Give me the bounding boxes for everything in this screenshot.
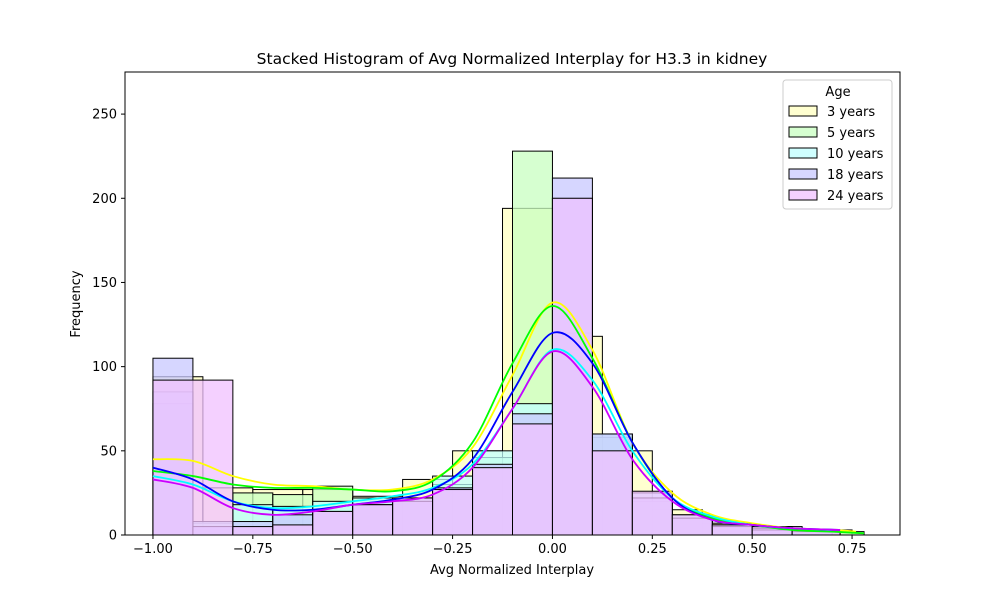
bar-24-years-10 — [591, 450, 633, 536]
x-tick-label: 0.00 — [538, 542, 567, 557]
bar-24-years-11 — [631, 490, 673, 536]
legend-label: 10 years — [827, 147, 884, 162]
bar-24-years-9 — [551, 197, 593, 536]
legend: Age 3 years 5 years 10 years 18 years 24 yea… — [782, 79, 893, 210]
kde-line-24-years — [152, 350, 841, 531]
y-tick-label: 50 — [100, 444, 117, 459]
kde-line-3-years — [152, 301, 857, 533]
y-tick-label: 100 — [92, 360, 117, 375]
x-tick-label: 0.25 — [638, 542, 667, 557]
legend-swatch — [788, 147, 818, 159]
plot-area — [152, 150, 865, 536]
x-tick-label: −0.50 — [333, 542, 373, 557]
legend-swatch — [788, 105, 818, 117]
x-tick-label: −1.00 — [133, 542, 173, 557]
legend-title: Age — [825, 85, 850, 100]
legend-swatch — [788, 189, 818, 201]
bar-24-years-7 — [472, 467, 513, 536]
x-tick-label: 0.75 — [838, 542, 867, 557]
x-tick-label: 0.50 — [738, 542, 767, 557]
y-axis: 0 50 100 150 200 250 — [92, 108, 125, 544]
bar-24-years-4 — [352, 504, 394, 536]
bar-24-years-6 — [432, 489, 474, 536]
y-axis-label: Frequency — [69, 270, 84, 337]
bar-24-years-13 — [711, 524, 753, 536]
y-tick-label: 0 — [109, 529, 117, 544]
legend-swatch — [788, 168, 818, 180]
bar-24-years-2 — [272, 524, 314, 536]
y-tick-label: 150 — [92, 276, 117, 291]
legend-label: 5 years — [827, 126, 875, 141]
bar-24-years-8 — [512, 423, 553, 536]
bar-24-years-3 — [312, 510, 354, 536]
y-tick-label: 250 — [92, 108, 117, 123]
chart-title: Stacked Histogram of Avg Normalized Inte… — [257, 50, 768, 68]
legend-swatch — [788, 126, 818, 138]
x-axis: −1.00 −0.75 −0.50 −0.25 0.00 0.25 0.50 0.75 — [133, 535, 867, 557]
legend-label: 24 years — [827, 189, 884, 204]
bar-24-years-0 — [152, 379, 234, 536]
x-tick-label: −0.25 — [433, 542, 473, 557]
legend-label: 3 years — [827, 105, 875, 120]
bar-24-years-1 — [232, 526, 274, 536]
x-axis-label: Avg Normalized Interplay — [430, 563, 594, 578]
legend-label: 18 years — [827, 168, 884, 183]
axes-frame — [124, 71, 901, 536]
y-tick-label: 200 — [92, 192, 117, 207]
x-tick-label: −0.75 — [233, 542, 273, 557]
bar-24-years-5 — [392, 497, 434, 536]
